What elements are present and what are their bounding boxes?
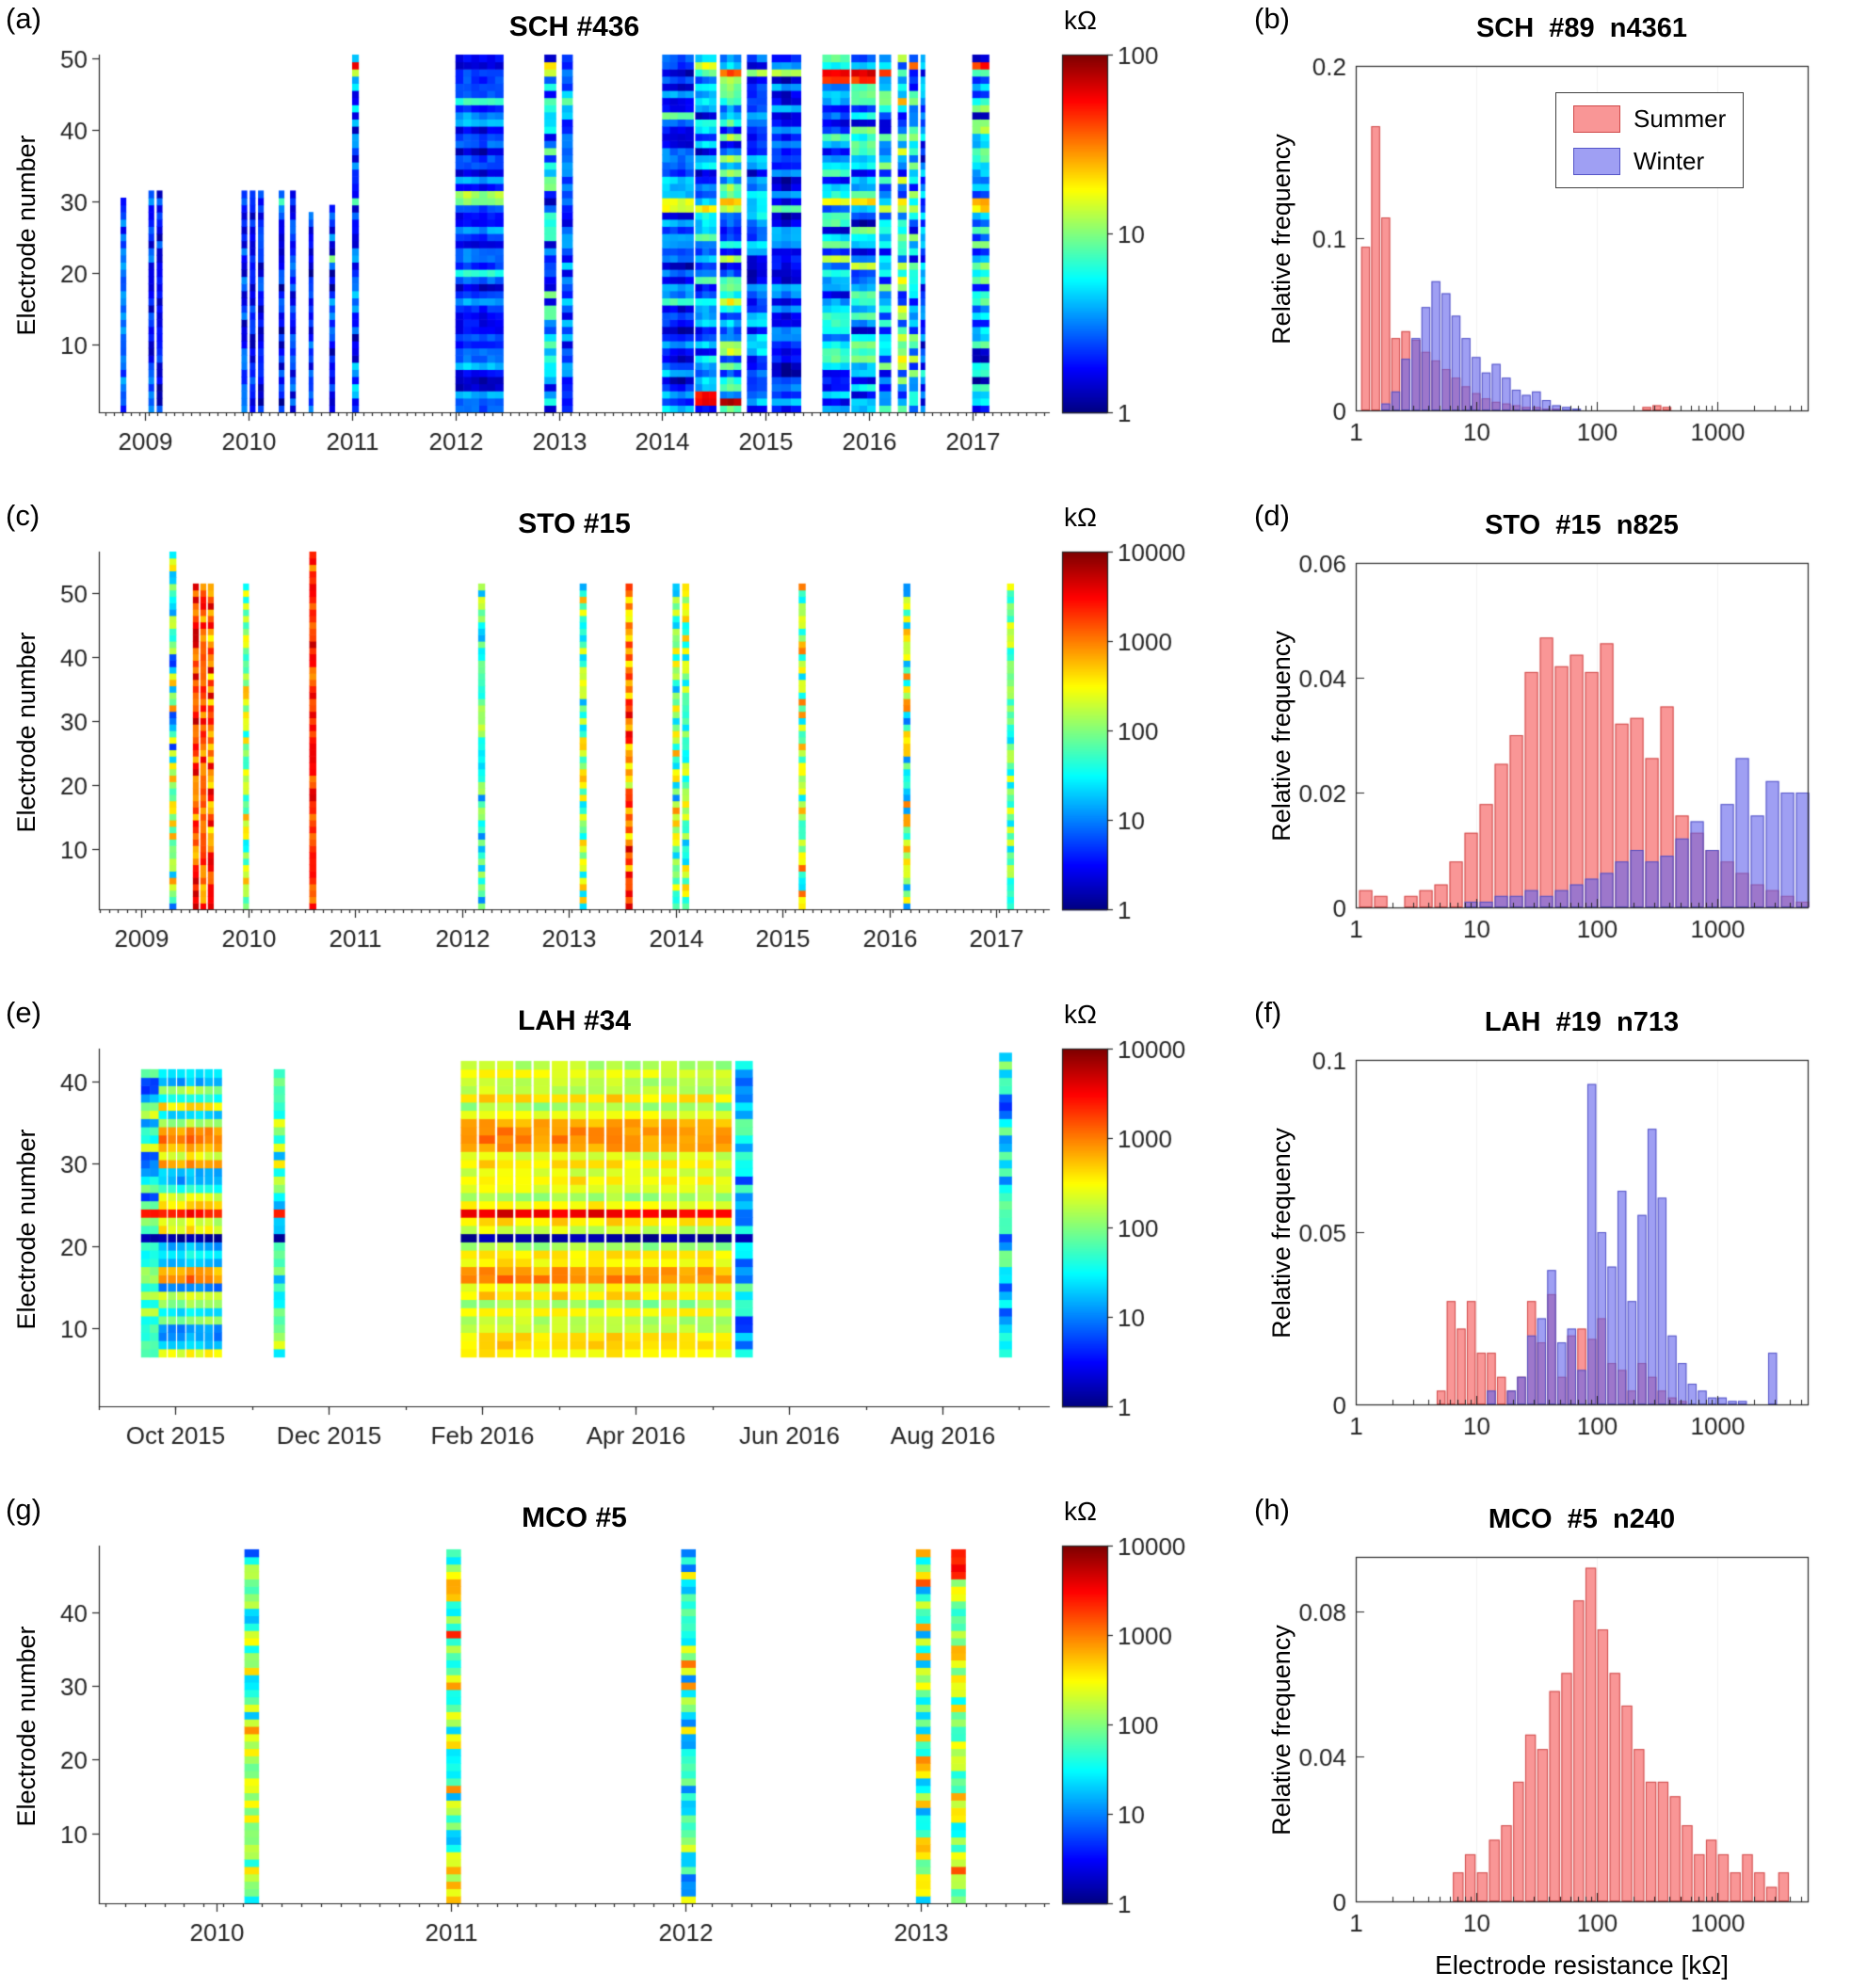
- heatmap-canvas-sch: [19, 38, 1111, 489]
- colorbar-canvas-lah: [1060, 1032, 1220, 1483]
- heatmap-title-lah: LAH #34: [517, 1005, 632, 1036]
- panel-letter-c: (c): [6, 499, 40, 532]
- colorbar-unit-label: kΩ: [1064, 503, 1097, 532]
- histogram-canvas-lah: [1262, 1018, 1851, 1491]
- legend-row-winter: Winter: [1573, 147, 1726, 176]
- heatmap-canvas-sto: [19, 535, 1111, 986]
- legend-row-summer: Summer: [1573, 104, 1726, 134]
- colorbar-unit-label: kΩ: [1064, 1000, 1097, 1029]
- histogram-canvas-sto: [1262, 521, 1851, 994]
- legend: Summer Winter: [1555, 92, 1745, 188]
- colorbar-canvas-sch: [1060, 38, 1220, 489]
- heatmap-title-sch: SCH #436: [508, 11, 640, 42]
- heatmap-title-mco: MCO #5: [522, 1502, 627, 1533]
- legend-winter-label: Winter: [1634, 147, 1705, 175]
- heatmap-title-sto: STO #15: [518, 508, 631, 539]
- heatmap-canvas-mco: [19, 1529, 1111, 1980]
- figure-row-mco: (g) MCO #5 Electrode number kΩ (h) MCO #…: [0, 1491, 1851, 1988]
- figure-row-lah: (e) LAH #34 Electrode number kΩ (f) LAH …: [0, 994, 1851, 1491]
- legend-winter-swatch: [1573, 148, 1620, 175]
- histogram-xlabel: Electrode resistance [kΩ]: [1435, 1950, 1729, 1980]
- histogram-canvas-mco: [1262, 1515, 1851, 1988]
- panel-letter-a: (a): [6, 2, 41, 35]
- panel-letter-e: (e): [6, 996, 41, 1029]
- colorbar-unit-label: kΩ: [1064, 1497, 1097, 1526]
- figure-row-sto: (c) STO #15 Electrode number kΩ (d) STO …: [0, 497, 1851, 994]
- heatmap-canvas-lah: [19, 1032, 1111, 1483]
- colorbar-canvas-mco: [1060, 1529, 1220, 1980]
- legend-summer-label: Summer: [1634, 104, 1727, 133]
- colorbar-canvas-sto: [1060, 535, 1220, 986]
- legend-summer-swatch: [1573, 105, 1620, 133]
- panel-letter-g: (g): [6, 1493, 41, 1526]
- figure-row-sch: (a) SCH #436 Electrode number kΩ (b) SCH…: [0, 0, 1851, 497]
- colorbar-unit-label: kΩ: [1064, 6, 1097, 35]
